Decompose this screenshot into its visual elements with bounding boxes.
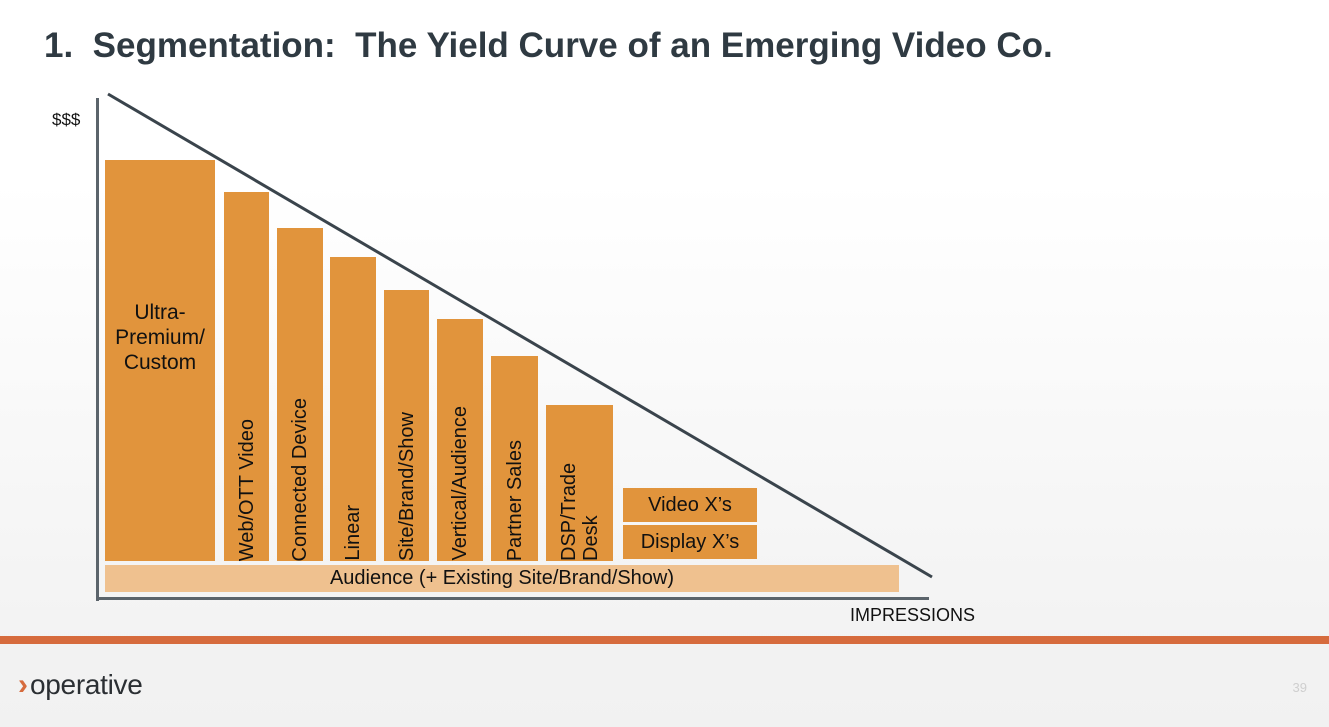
segment-label: Web/OTT Video (235, 418, 258, 561)
segment-label: Site/Brand/Show (395, 412, 418, 561)
segment-connected-device: Connected Device (277, 228, 323, 561)
segment-label: Linear (342, 505, 364, 561)
segment-video-exchanges: Video X’s (623, 488, 757, 522)
segment-vertical-audience: Vertical/Audience (437, 319, 483, 561)
y-axis (96, 98, 99, 601)
segment-label: Vertical/Audience (449, 406, 471, 561)
audience-base-bar: Audience (+ Existing Site/Brand/Show) (105, 565, 899, 592)
segment-linear: Linear (330, 257, 376, 561)
operative-logo: › operative (18, 670, 143, 700)
page-number: 39 (1292, 680, 1307, 695)
x-axis (96, 597, 929, 600)
segment-label: Partner Sales (503, 439, 526, 561)
segment-label: Ultra- Premium/ Custom (115, 301, 205, 374)
segment-site-brand-show: Site/Brand/Show (384, 290, 429, 561)
y-axis-label: $$$ (52, 110, 81, 129)
segment-label: DSP/Trade Desk (557, 462, 602, 561)
x-axis-label: IMPRESSIONS (850, 605, 976, 625)
logo-text: operative (30, 669, 143, 700)
footer-divider (0, 636, 1329, 644)
chevron-right-icon: › (18, 668, 28, 701)
page-title: 1. Segmentation: The Yield Curve of an E… (44, 26, 1053, 65)
segment-partner-sales: Partner Sales (491, 356, 538, 561)
segment-label: Connected Device (289, 397, 311, 561)
segment-ultra-premium: Ultra- Premium/ Custom (105, 160, 215, 561)
segment-dsp-trade-desk: DSP/Trade Desk (546, 405, 613, 561)
segment-display-exchanges: Display X’s (623, 525, 757, 559)
segment-web-ott-video: Web/OTT Video (224, 192, 269, 561)
